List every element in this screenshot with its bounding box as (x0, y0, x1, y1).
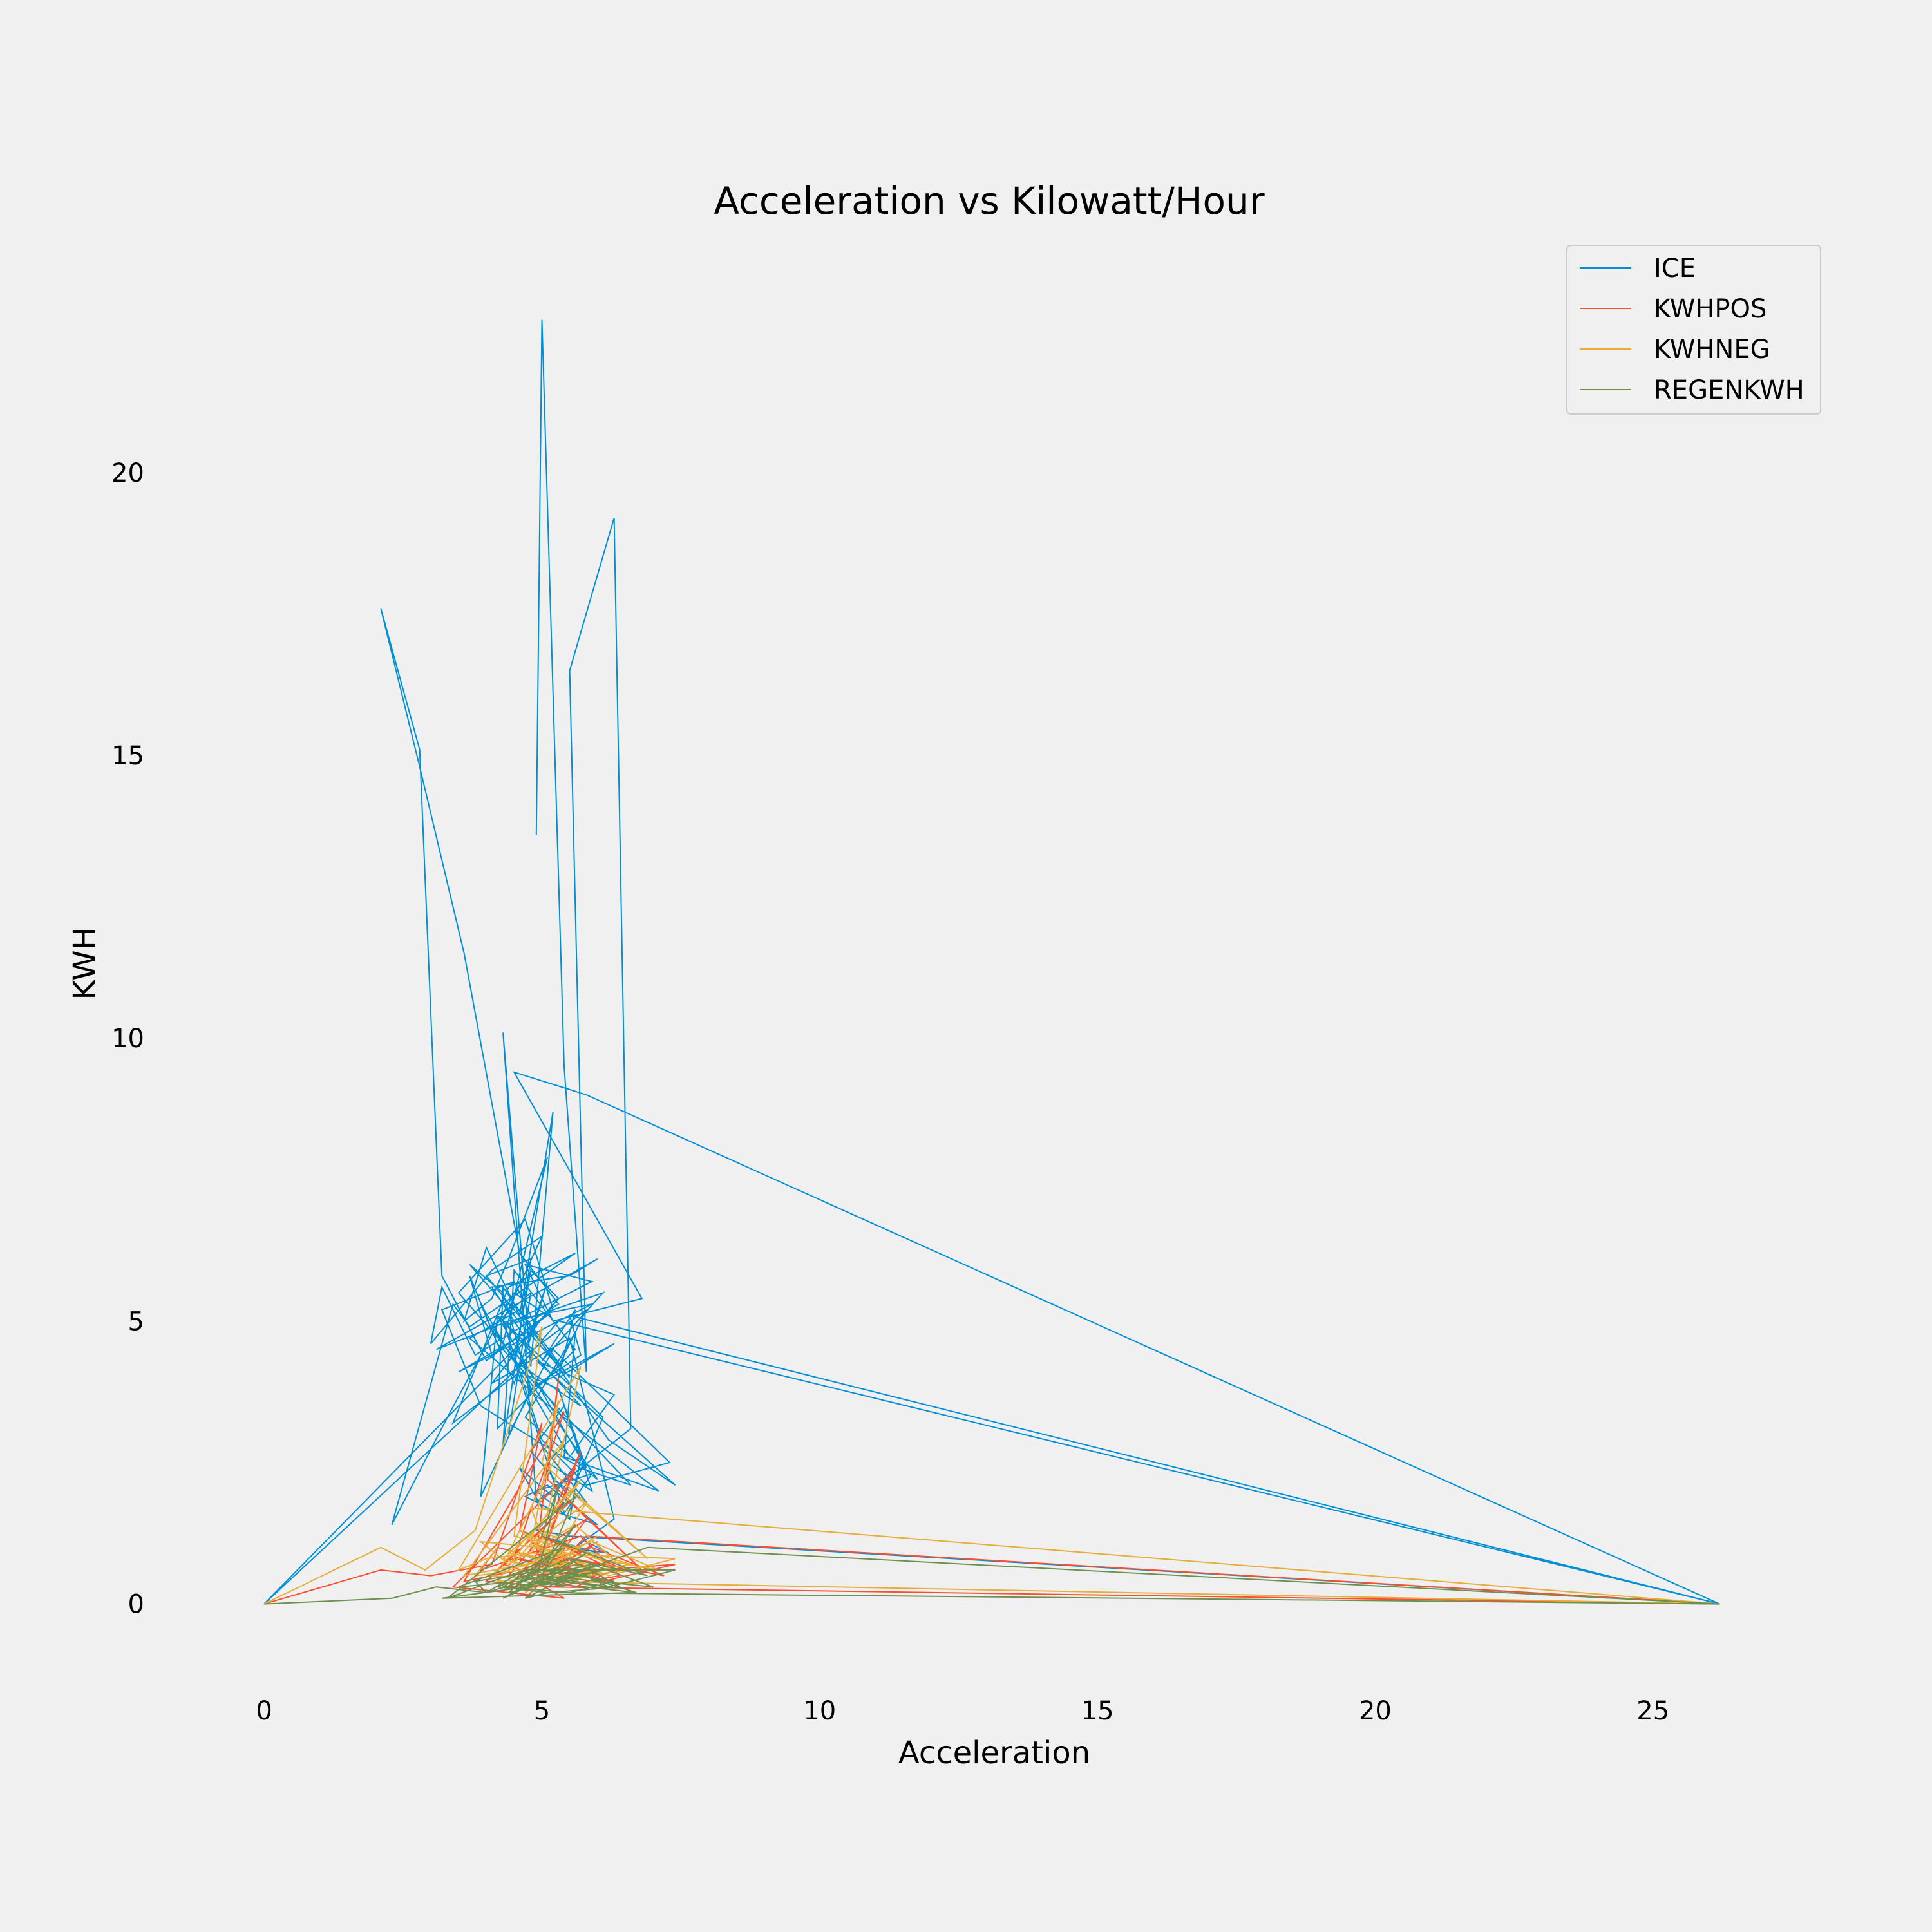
x-tick-label: 20 (1359, 1696, 1392, 1726)
legend: ICE KWHPOS KWHNEG REGENKWH (1566, 245, 1821, 415)
x-axis-label: Acceleration (898, 1735, 1090, 1771)
y-tick-label: 20 (111, 459, 144, 488)
plot-area (263, 319, 1720, 1605)
x-tick-label: 10 (803, 1696, 836, 1726)
series-line-kwhneg (263, 1326, 1720, 1605)
legend-label-regenkwh: REGENKWH (1654, 375, 1804, 405)
x-axis-ticks: 0 5 10 15 20 25 (256, 1696, 1669, 1726)
legend-label-kwhneg: KWHNEG (1654, 335, 1770, 365)
legend-frame (1566, 245, 1821, 415)
y-axis-label: KWH (67, 927, 103, 999)
series-line-regenkwh (264, 1484, 1720, 1605)
x-tick-label: 5 (534, 1696, 550, 1726)
x-tick-label: 0 (256, 1696, 272, 1726)
y-tick-label: 5 (128, 1307, 144, 1336)
series-line-ice (263, 319, 1720, 1605)
y-tick-label: 15 (111, 741, 144, 771)
legend-label-ice: ICE (1654, 254, 1696, 283)
y-tick-label: 0 (128, 1590, 144, 1620)
x-tick-label: 15 (1081, 1696, 1114, 1726)
y-tick-label: 10 (111, 1024, 144, 1054)
chart-title: Acceleration vs Kilowatt/Hour (714, 179, 1264, 223)
x-tick-label: 25 (1636, 1696, 1669, 1726)
y-axis-ticks: 0 5 10 15 20 (111, 459, 144, 1620)
legend-label-kwhpos: KWHPOS (1654, 294, 1766, 324)
